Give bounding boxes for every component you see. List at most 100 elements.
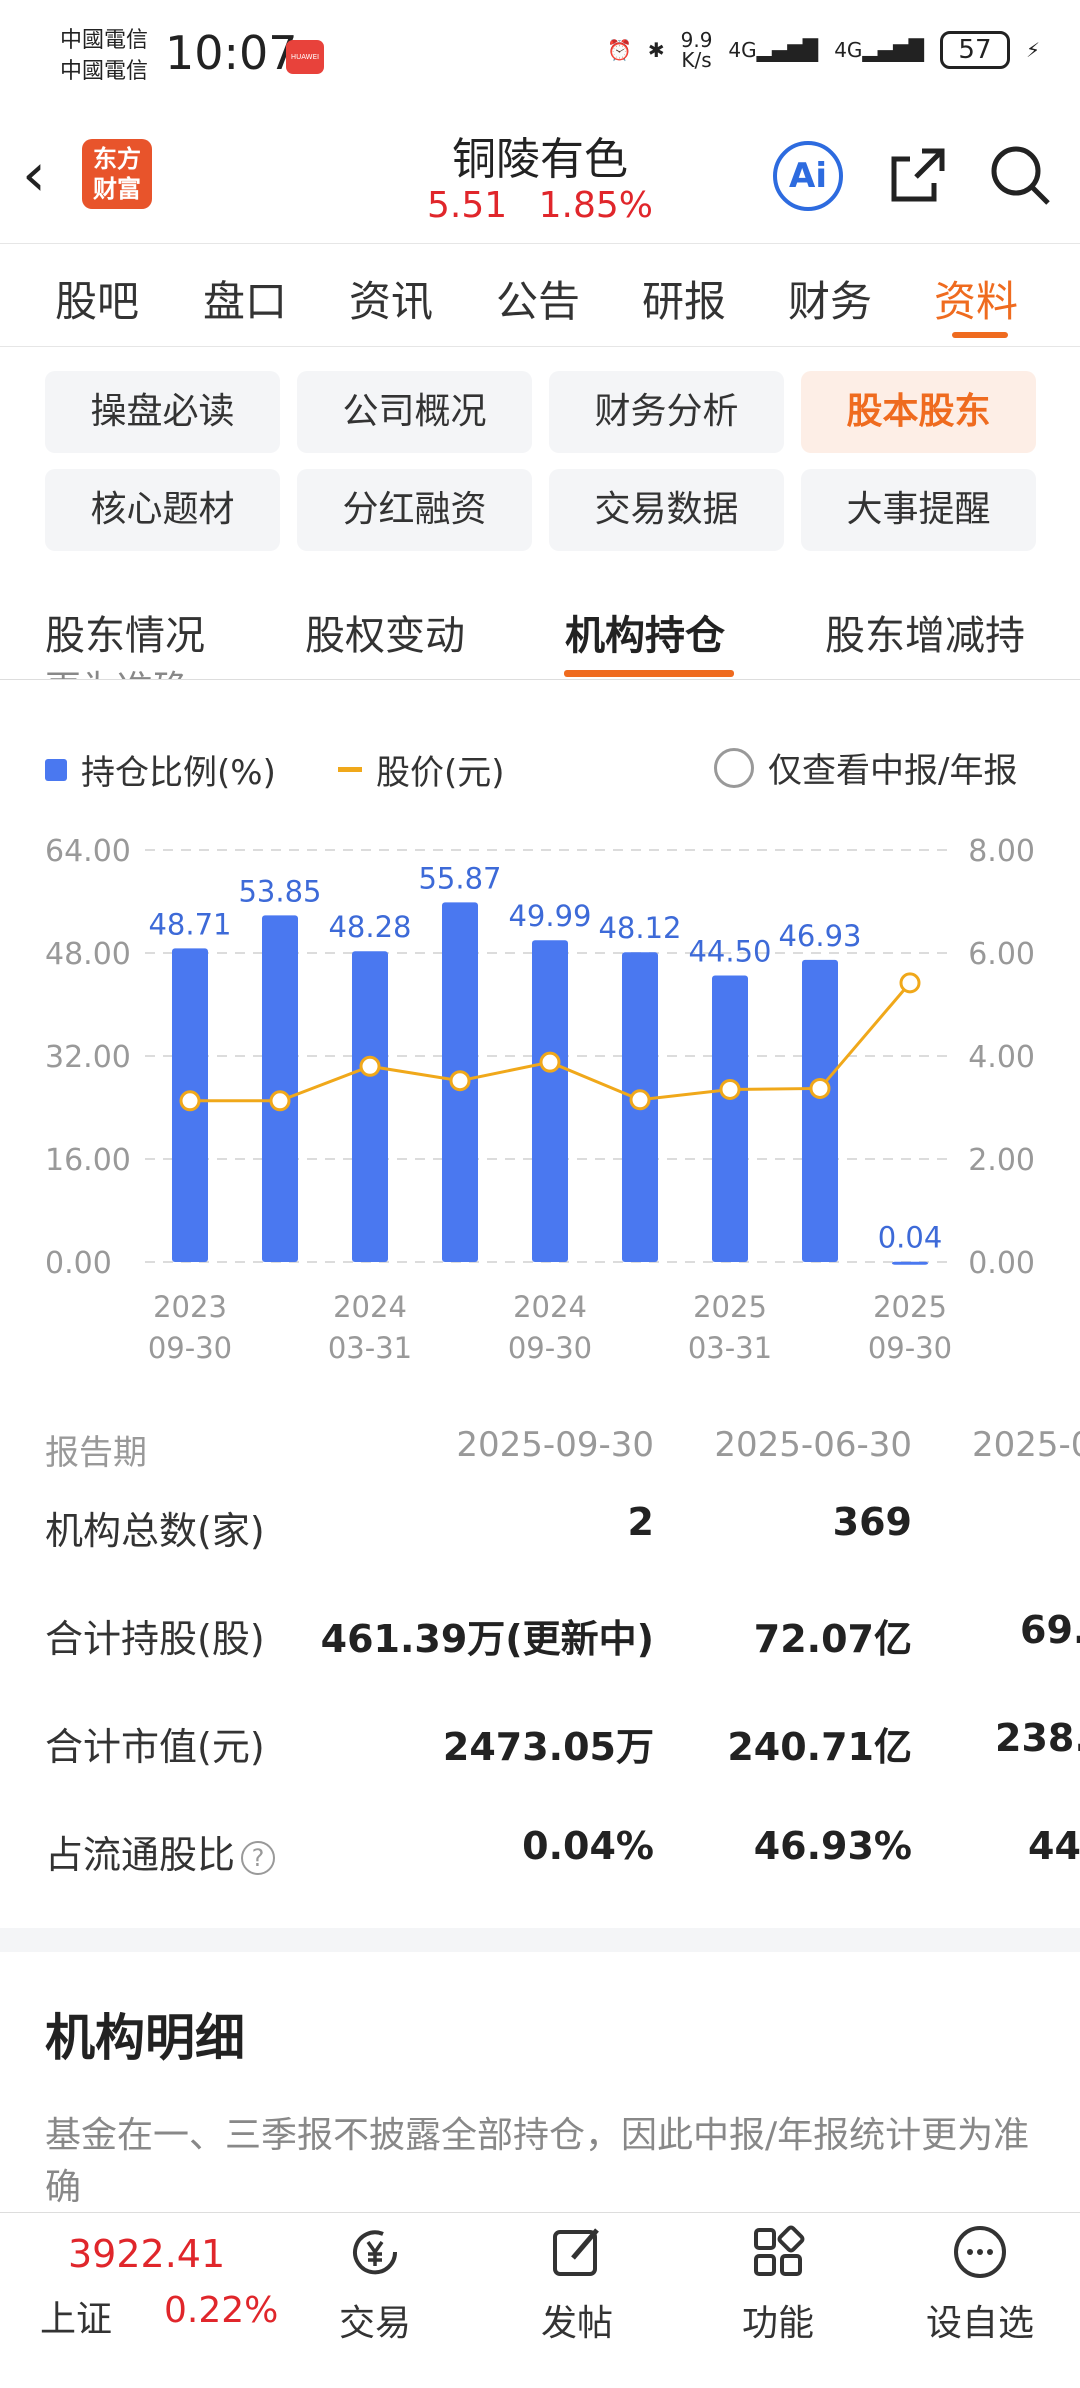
subtab-equity-change[interactable]: 股权变动 bbox=[305, 613, 465, 659]
app-logo[interactable]: 东方 财富 bbox=[82, 139, 152, 209]
bar bbox=[712, 975, 748, 1262]
signal-icon-2: 4G▂▄▆█ bbox=[834, 38, 924, 62]
x-tick-year: 2024 bbox=[333, 1290, 407, 1324]
header-label: 报告期 bbox=[45, 1433, 147, 1473]
legend-line-label: 股价(元) bbox=[376, 753, 505, 793]
status-time: 10:07 bbox=[165, 26, 298, 80]
legend-bar-label: 持仓比例(%) bbox=[81, 753, 276, 793]
row-value: 238. bbox=[995, 1716, 1080, 1760]
system-icons: ⏰ ✱ 9.9 K/s 4G▂▄▆█ 4G▂▄▆█ 57 ⚡ bbox=[607, 30, 1040, 70]
y-right-tick: 0.00 bbox=[968, 1246, 1035, 1281]
chip-company-overview[interactable]: 公司概况 bbox=[297, 371, 532, 453]
row-label: 机构总数(家) bbox=[45, 1509, 265, 1553]
stock-change: 1.85% bbox=[538, 185, 653, 226]
row-label: 合计市值(元) bbox=[45, 1725, 265, 1769]
radio-icon[interactable] bbox=[714, 747, 754, 788]
add-watchlist-label: 设自选 bbox=[925, 2303, 1034, 2344]
battery-icon: 57 bbox=[939, 31, 1010, 69]
row-value: 461.39万(更新中) bbox=[320, 1617, 654, 1661]
carrier-labels: 中國電信 中國電信 bbox=[60, 25, 148, 87]
main-tabs: 股吧 盘口 资讯 公告 研报 财务 资料 bbox=[0, 243, 1080, 347]
x-tick-date: 09-30 bbox=[148, 1331, 232, 1365]
tab-indicator bbox=[952, 332, 1008, 338]
y-left-tick: 64.00 bbox=[45, 834, 131, 869]
functions-button[interactable]: 功能 bbox=[698, 2222, 858, 2346]
price-point bbox=[359, 1055, 381, 1077]
legend-bar: 持仓比例(%) bbox=[45, 745, 276, 794]
chip-must-read[interactable]: 操盘必读 bbox=[45, 371, 280, 453]
chip-dividends[interactable]: 分红融资 bbox=[297, 469, 532, 551]
y-right-tick: 8.00 bbox=[968, 834, 1035, 869]
share-icon[interactable] bbox=[886, 143, 950, 207]
period-1: 2025-09-30 bbox=[456, 1425, 654, 1465]
bar-data-label: 49.99 bbox=[508, 899, 591, 933]
legend-line: 股价(元) bbox=[338, 745, 505, 794]
subtab-shareholders[interactable]: 股东情况 bbox=[45, 613, 205, 659]
x-tick-date: 03-31 bbox=[328, 1331, 412, 1365]
help-icon[interactable]: ? bbox=[241, 1840, 276, 1875]
bar-data-label: 48.28 bbox=[328, 910, 411, 944]
y-left-tick: 16.00 bbox=[45, 1143, 131, 1178]
chip-core-themes[interactable]: 核心题材 bbox=[45, 469, 280, 551]
price-point bbox=[539, 1051, 561, 1073]
row-value: 240.71亿 bbox=[727, 1725, 912, 1769]
tab-guba[interactable]: 股吧 bbox=[55, 277, 140, 326]
trade-label: 交易 bbox=[338, 2303, 411, 2344]
subtab-holding-changes[interactable]: 股东增减持 bbox=[825, 613, 1025, 659]
status-bar: 中國電信 中國電信 10:07 HUAWEI ⏰ ✱ 9.9 K/s 4G▂▄▆█… bbox=[0, 0, 1080, 115]
bluetooth-icon: ✱ bbox=[647, 38, 665, 62]
stock-name: 铜陵有色 bbox=[452, 134, 628, 185]
chip-trading-data[interactable]: 交易数据 bbox=[549, 469, 784, 551]
index-change[interactable]: 0.22% bbox=[164, 2290, 279, 2331]
row-label: 占流通股比 bbox=[45, 1833, 236, 1877]
price-point bbox=[899, 972, 921, 994]
bar bbox=[262, 915, 298, 1262]
bar-data-label: 53.85 bbox=[238, 874, 321, 908]
bar bbox=[892, 1261, 928, 1265]
tab-research[interactable]: 研报 bbox=[642, 277, 727, 326]
tab-profile[interactable]: 资料 bbox=[934, 277, 1019, 326]
chip-events[interactable]: 大事提醒 bbox=[801, 469, 1036, 551]
legend-bar-swatch bbox=[45, 758, 67, 781]
table-header: 报告期 2025-09-30 2025-06-30 2025-0 bbox=[0, 1425, 1080, 1485]
alarm-icon: ⏰ bbox=[606, 38, 632, 62]
back-icon[interactable]: ‹ bbox=[22, 140, 46, 210]
section-note: 基金在一、三季报不披露全部持仓，因此中报/年报统计更为准确 bbox=[45, 2115, 1030, 2208]
huawei-app-icon: HUAWEI bbox=[286, 40, 324, 74]
x-tick-year: 2024 bbox=[513, 1290, 587, 1324]
index-value[interactable]: 3922.41 bbox=[68, 2232, 226, 2276]
row-value: 2473.05万 bbox=[442, 1725, 654, 1769]
tab-finance[interactable]: 财务 bbox=[788, 277, 873, 326]
ai-assistant-button[interactable]: Ai bbox=[773, 141, 843, 211]
chip-financial-analysis[interactable]: 财务分析 bbox=[549, 371, 784, 453]
x-tick-date: 03-31 bbox=[688, 1331, 772, 1365]
row-label-with-help: 占流通股比? bbox=[45, 1824, 276, 1879]
add-watchlist-button[interactable]: 设自选 bbox=[900, 2222, 1060, 2346]
yen-circle-icon bbox=[353, 2230, 398, 2275]
y-left-tick: 48.00 bbox=[45, 937, 131, 972]
subtab-institution-holdings[interactable]: 机构持仓 bbox=[565, 613, 725, 659]
table-row: 合计市值(元) 2473.05万 240.71亿 238. bbox=[0, 1716, 1080, 1776]
tab-notice[interactable]: 公告 bbox=[496, 277, 581, 326]
grid-icon bbox=[754, 2225, 805, 2276]
half-year-filter[interactable]: 仅查看中报/年报 bbox=[714, 743, 1017, 792]
search-icon[interactable] bbox=[988, 143, 1052, 207]
trade-button[interactable]: 交易 bbox=[295, 2222, 455, 2346]
price-point bbox=[449, 1070, 471, 1092]
stock-quote: 5.51 1.85% bbox=[0, 185, 1080, 226]
row-value: 44. bbox=[1028, 1824, 1080, 1868]
y-left-tick: 32.00 bbox=[45, 1040, 131, 1075]
bar-data-label: 44.50 bbox=[688, 935, 771, 969]
index-name[interactable]: 上证 bbox=[40, 2299, 113, 2340]
chip-shareholders[interactable]: 股本股东 bbox=[801, 371, 1036, 453]
tab-news[interactable]: 资讯 bbox=[349, 277, 434, 326]
scrolled-text-fragment: 更为准确 bbox=[45, 660, 189, 680]
price-point bbox=[809, 1077, 831, 1099]
subtab-indicator bbox=[564, 670, 734, 677]
bar-data-label: 48.12 bbox=[598, 911, 681, 945]
tab-pankou[interactable]: 盘口 bbox=[203, 277, 288, 326]
bottom-bar bbox=[0, 2212, 1080, 2388]
post-button[interactable]: 发帖 bbox=[497, 2222, 657, 2346]
period-2: 2025-06-30 bbox=[714, 1425, 912, 1465]
y-right-tick: 2.00 bbox=[968, 1143, 1035, 1178]
